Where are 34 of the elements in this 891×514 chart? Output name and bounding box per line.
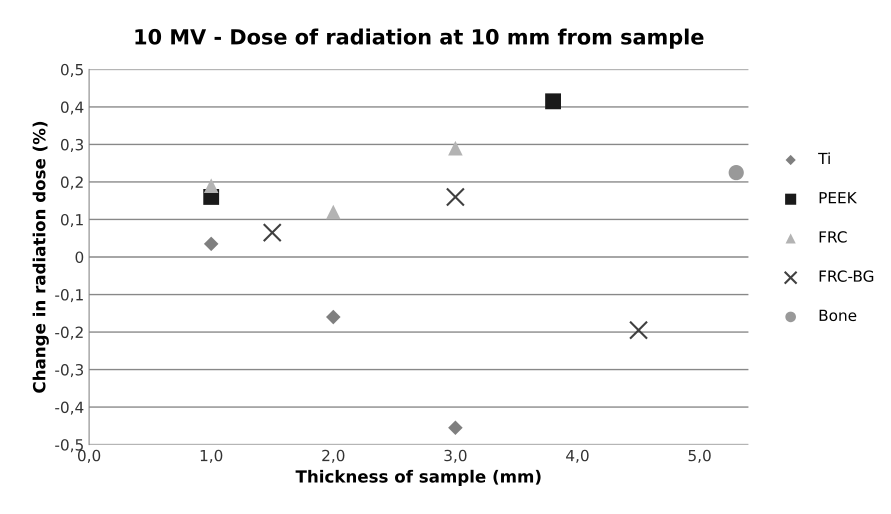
y-tick-label: 0 bbox=[76, 251, 84, 264]
point bbox=[446, 187, 465, 207]
x-tick-label: 1,0 bbox=[200, 450, 222, 463]
point bbox=[545, 93, 561, 110]
y-tick-label: -0,4 bbox=[55, 402, 84, 415]
legend-label: FRC bbox=[820, 231, 847, 243]
legend-label: PEEK bbox=[820, 192, 858, 204]
point bbox=[262, 223, 282, 242]
point bbox=[629, 320, 648, 340]
point bbox=[728, 164, 744, 180]
x-tick-label: 5,0 bbox=[688, 450, 711, 463]
chart-title: 10 MV - Dose of radiation at 10 mm from sample bbox=[135, 28, 704, 49]
legend-label: Ti bbox=[818, 152, 830, 164]
y-axis-title: Change in radiation dose (%) bbox=[32, 122, 49, 393]
point bbox=[448, 420, 463, 436]
x-axis-title: Thickness of sample (mm) bbox=[296, 470, 541, 486]
point bbox=[326, 310, 341, 324]
y-tick-label: 0,3 bbox=[60, 138, 84, 152]
y-tick-label: 0,4 bbox=[60, 101, 84, 114]
x-tick-label: 2,0 bbox=[322, 450, 344, 463]
point bbox=[204, 236, 218, 252]
y-tick-label: -0,2 bbox=[55, 326, 83, 340]
y-tick-label: -0,1 bbox=[55, 288, 83, 302]
y-tick-label: -0,3 bbox=[55, 364, 84, 378]
point bbox=[326, 204, 341, 220]
y-tick-label: 0,2 bbox=[60, 176, 83, 190]
legend-label: FRC-BG bbox=[820, 270, 874, 282]
point bbox=[448, 140, 463, 156]
y-tick-label: 0,1 bbox=[60, 214, 83, 228]
x-tick-label: 4,0 bbox=[566, 450, 589, 463]
legend-label: Bone bbox=[820, 310, 856, 322]
point bbox=[204, 178, 218, 193]
x-tick-label: 3,0 bbox=[444, 450, 467, 463]
y-tick-label: 0,5 bbox=[60, 64, 83, 77]
